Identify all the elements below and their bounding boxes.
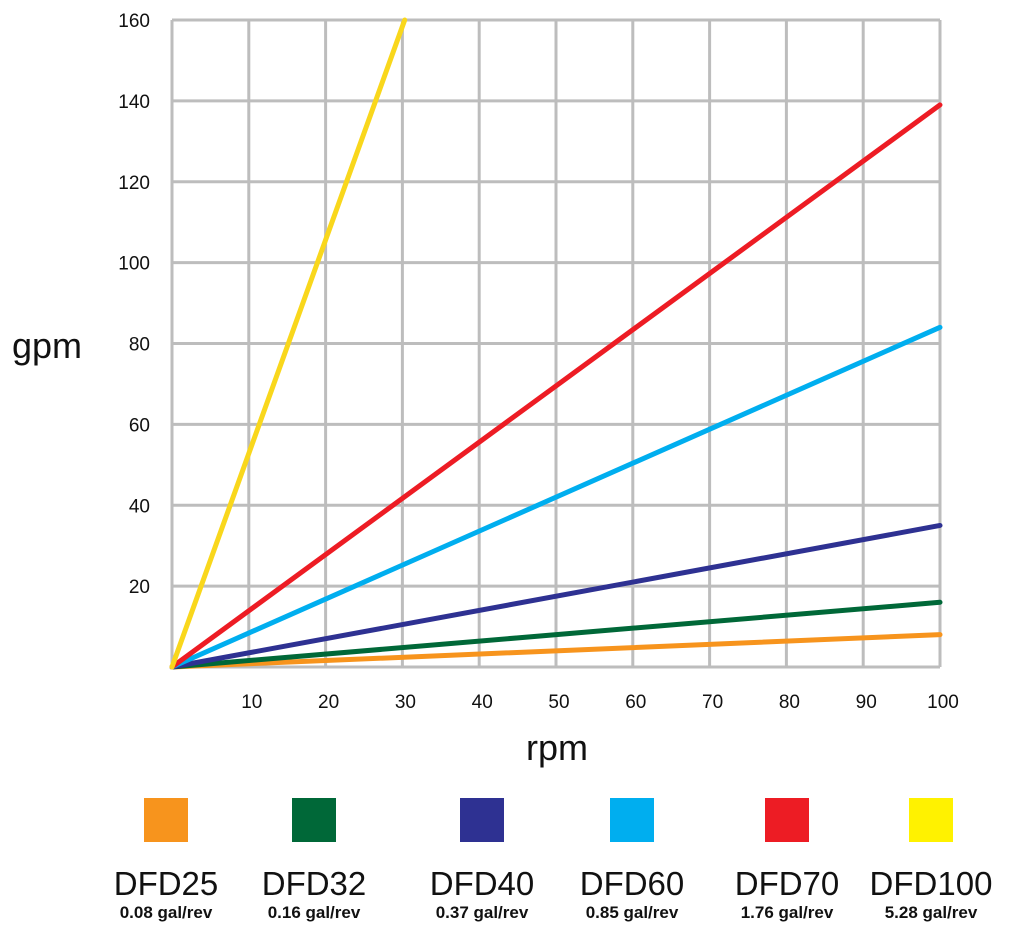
- x-tick-label: 40: [472, 692, 493, 713]
- y-axis-label: gpm: [12, 325, 82, 366]
- y-tick-label: 20: [129, 577, 150, 598]
- legend-series-name: DFD32: [261, 865, 367, 902]
- chart-series: [169, 17, 943, 670]
- y-tick-label: 40: [129, 496, 150, 517]
- legend-series-displacement: 1.76 gal/rev: [740, 903, 834, 922]
- x-tick-label: 60: [625, 692, 646, 713]
- legend-swatch: [144, 798, 188, 842]
- legend-item-dfd70: DFD70 1.76 gal/rev: [717, 798, 857, 924]
- x-axis-ticks: 10 20 30 40 50 60 70 80 90 100: [241, 692, 959, 713]
- series-line-dfd100: [169, 17, 408, 670]
- chart-legend: DFD25 0.08 gal/rev DFD32 0.16 gal/rev DFD40 0…: [0, 798, 1011, 927]
- y-tick-label: 120: [118, 173, 150, 194]
- legend-swatch: [765, 798, 809, 842]
- legend-series-name: DFD25: [113, 865, 219, 902]
- legend-series-name: DFD60: [579, 865, 685, 902]
- x-tick-label: 90: [856, 692, 877, 713]
- x-tick-label: 70: [702, 692, 723, 713]
- series-line-dfd25: [169, 632, 943, 670]
- legend-series-name: DFD70: [734, 865, 840, 902]
- x-tick-label: 50: [548, 692, 569, 713]
- y-tick-label: 160: [118, 11, 150, 32]
- legend-series-displacement: 0.37 gal/rev: [435, 903, 529, 922]
- legend-series-displacement: 0.85 gal/rev: [585, 903, 679, 922]
- legend-series-displacement: 5.28 gal/rev: [884, 903, 978, 922]
- legend-item-dfd60: DFD60 0.85 gal/rev: [562, 798, 702, 924]
- y-tick-label: 100: [118, 254, 150, 275]
- legend-item-dfd32: DFD32 0.16 gal/rev: [244, 798, 384, 924]
- series-line-dfd60: [169, 324, 943, 670]
- y-tick-label: 80: [129, 335, 150, 356]
- x-tick-label: 10: [241, 692, 262, 713]
- chart-grid: [170, 18, 942, 669]
- legend-series-displacement: 0.08 gal/rev: [119, 903, 213, 922]
- x-tick-label: 100: [927, 692, 959, 713]
- legend-item-dfd100: DFD100 5.28 gal/rev: [861, 798, 1001, 924]
- series-line-dfd32: [169, 599, 943, 670]
- y-tick-label: 140: [118, 92, 150, 113]
- y-axis-ticks: 20 40 60 80 100 120 140 160: [118, 11, 150, 598]
- x-tick-label: 30: [395, 692, 416, 713]
- x-tick-label: 80: [779, 692, 800, 713]
- series-line-dfd40: [169, 522, 943, 670]
- x-axis-label: rpm: [526, 727, 588, 768]
- series-line-dfd70: [169, 102, 943, 670]
- x-tick-label: 20: [318, 692, 339, 713]
- legend-swatch: [909, 798, 953, 842]
- legend-series-name: DFD40: [429, 865, 535, 902]
- y-tick-label: 60: [129, 415, 150, 436]
- legend-item-dfd25: DFD25 0.08 gal/rev: [96, 798, 236, 924]
- legend-swatch: [610, 798, 654, 842]
- legend-series-displacement: 0.16 gal/rev: [267, 903, 361, 922]
- legend-series-name: DFD100: [869, 865, 993, 902]
- legend-item-dfd40: DFD40 0.37 gal/rev: [412, 798, 552, 924]
- legend-swatch: [460, 798, 504, 842]
- legend-swatch: [292, 798, 336, 842]
